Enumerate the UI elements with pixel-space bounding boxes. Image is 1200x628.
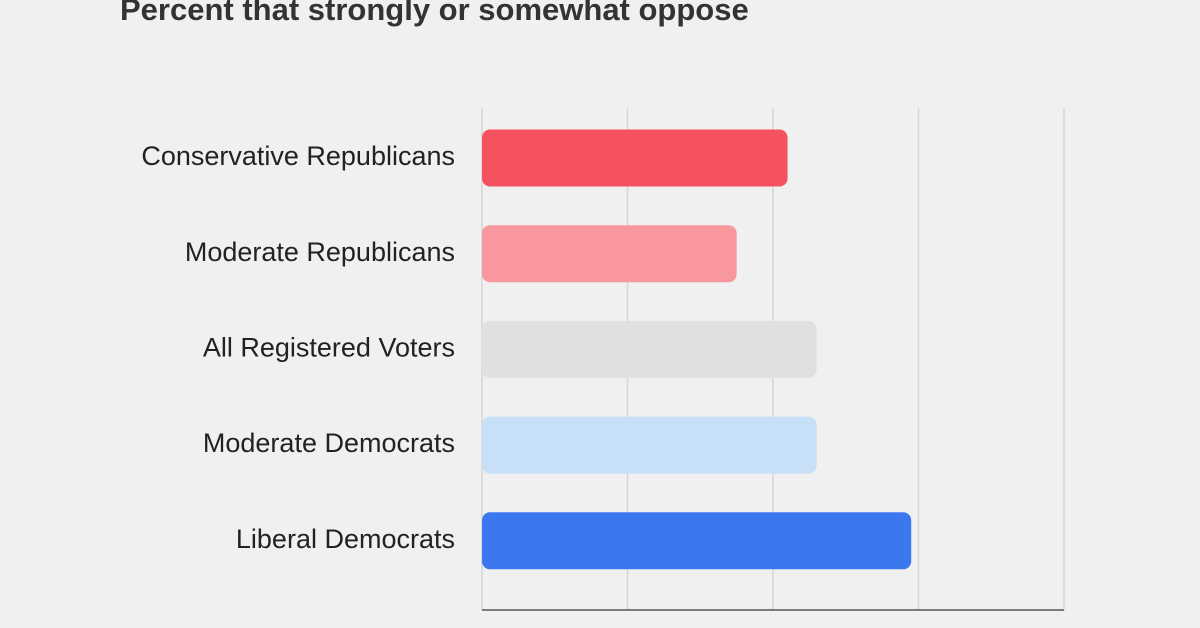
bar bbox=[482, 416, 817, 474]
chart-title: Percent that strongly or somewhat oppose bbox=[120, 0, 749, 27]
category-label: Conservative Republicans bbox=[141, 141, 455, 171]
bar bbox=[482, 129, 788, 187]
bar bbox=[482, 225, 737, 283]
bar bbox=[482, 320, 817, 378]
category-label: Moderate Democrats bbox=[203, 428, 455, 458]
category-label: Liberal Democrats bbox=[236, 524, 455, 554]
category-label: Moderate Republicans bbox=[185, 237, 455, 267]
category-label: All Registered Voters bbox=[203, 333, 455, 363]
bar bbox=[482, 512, 912, 570]
